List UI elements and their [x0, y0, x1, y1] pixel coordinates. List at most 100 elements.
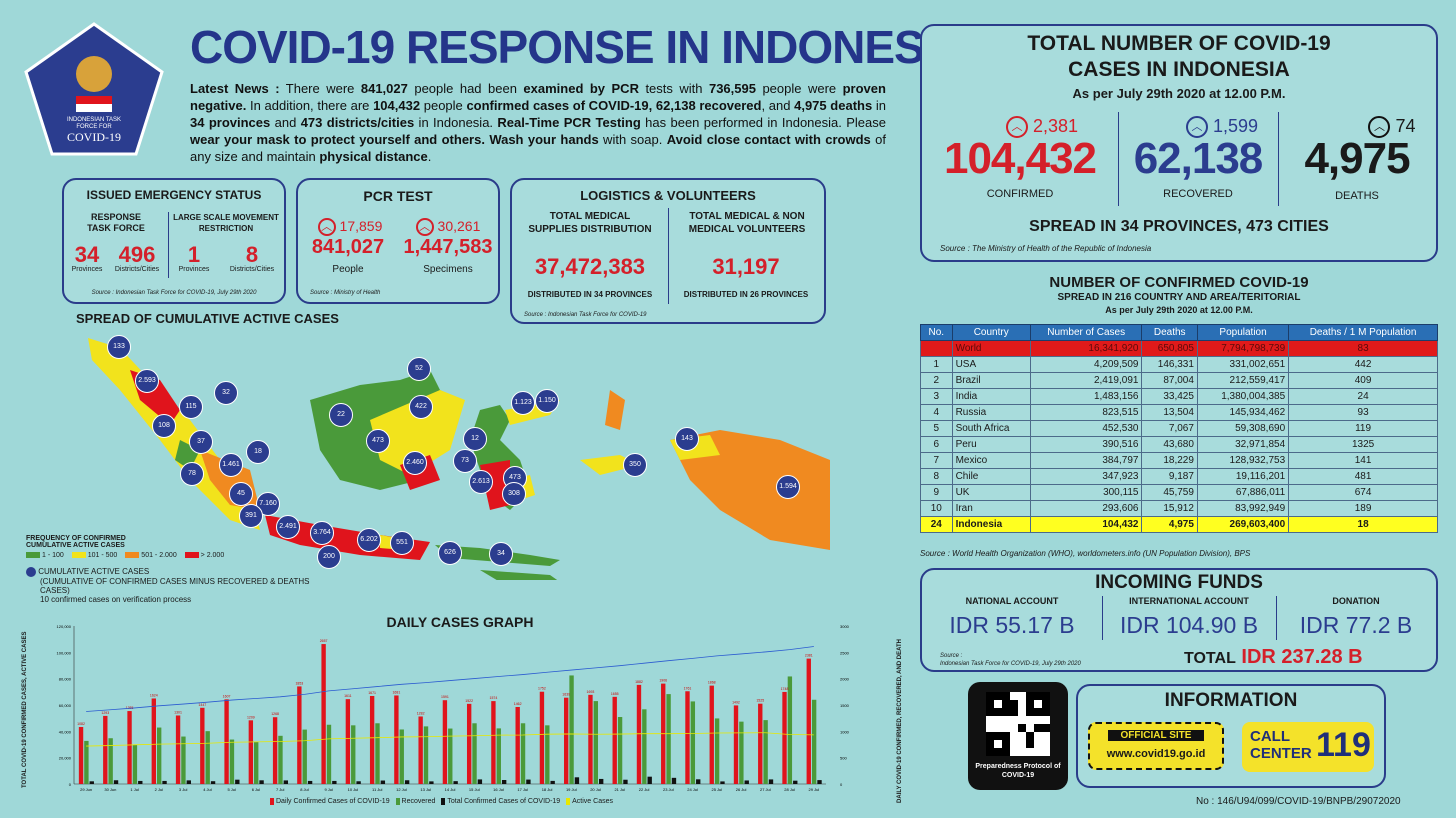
confirmed-data-label: 1655 [611, 692, 619, 696]
x-tick-label: 1 Jul [130, 787, 139, 792]
map-case-dot: 52 [407, 357, 431, 381]
active-cases-line [86, 732, 814, 747]
qr-code-icon [986, 692, 1050, 756]
table-cell: 104,432 [1029, 516, 1143, 533]
confirmed-bar [394, 695, 399, 784]
logo-text-2: FORCE FOR [76, 124, 112, 130]
logistics-source: Source : Indonesian Task Force for COVID… [524, 312, 647, 318]
x-tick-label: 27 Jul [760, 787, 771, 792]
recovered-bar [156, 727, 162, 784]
qr-card[interactable]: Preparedness Protocol of COVID-19 [968, 682, 1068, 790]
confirmed-bar [588, 694, 593, 784]
map-case-dot: 2.593 [135, 369, 159, 393]
death-bar [453, 781, 458, 784]
confirmed-data-label: 1906 [659, 679, 667, 683]
confirmed-data-label: 1611 [344, 694, 352, 698]
x-tick-label: 8 Jul [300, 787, 309, 792]
table-cell: 8 [920, 468, 953, 485]
call-center-button[interactable]: CALL CENTER 119 [1242, 722, 1374, 772]
table-cell: 16,341,920 [1029, 340, 1143, 357]
official-site-button[interactable]: OFFICIAL SITE www.covid19.go.id [1088, 722, 1224, 770]
confirmed-data-label: 1492 [732, 700, 740, 704]
confirmed-data-label: 1639 [562, 693, 570, 697]
y2-tick-label: 500 [840, 756, 847, 761]
table-cell: 13,504 [1141, 404, 1198, 421]
table-cell: 93 [1288, 404, 1438, 421]
confirmed-increase: ︿ 2,381 [982, 116, 1102, 139]
qr-caption: Preparedness Protocol of COVID-19 [975, 763, 1061, 779]
y-tick-label: 80,000 [59, 677, 72, 682]
table-cell: 384,797 [1029, 452, 1143, 469]
recovered-value: 62,138 [1133, 134, 1264, 183]
logo-text-1: INDONESIAN TASK [66, 117, 122, 123]
table-cell: 9,187 [1141, 468, 1198, 485]
x-tick-label: 2 Jul [155, 787, 164, 792]
recovered-bar [617, 717, 623, 784]
map-case-dot: 422 [409, 395, 433, 419]
table-cell: South Africa [951, 420, 1031, 437]
map-case-dot: 45 [229, 482, 253, 506]
task-force-logo: INDONESIAN TASK FORCE FOR COVID-19 [24, 22, 164, 157]
recovered-bar [496, 728, 501, 784]
map-case-dot: 2.460 [403, 451, 427, 475]
recovered-bar [472, 723, 477, 784]
death-bar [599, 778, 604, 784]
recovered-bar [739, 721, 744, 784]
chart-y-label: TOTAL COVID-19 CONFIRMED CASES, ACTIVE C… [22, 631, 28, 788]
table-row: 7 Mexico 384,797 18,229 128,932,753 141 [920, 452, 1438, 469]
y-tick-label: 0 [69, 782, 72, 787]
table-cell: 87,004 [1141, 372, 1198, 389]
y2-tick-label: 3000 [840, 624, 850, 629]
deaths-label: DEATHS [1335, 190, 1379, 202]
table-cell: 24 [1288, 388, 1438, 405]
funds-total: TOTAL IDR 237.28 B [1184, 646, 1363, 668]
table-cell: 347,923 [1029, 468, 1143, 485]
death-bar [817, 780, 822, 784]
recovered-bar [375, 723, 380, 784]
death-bar [138, 780, 143, 784]
pcr-source: Source : Ministry of Health [310, 290, 381, 296]
confirmed-data-label: 1693 [587, 690, 595, 694]
table-cell: 674 [1288, 484, 1438, 501]
table-cell: 33,425 [1141, 388, 1198, 405]
x-tick-label: 4 Jul [203, 787, 212, 792]
table-cell: 83 [1288, 340, 1438, 357]
x-tick-label: 18 Jul [542, 787, 553, 792]
death-bar [671, 777, 677, 784]
table-cell: 2,419,091 [1029, 372, 1143, 389]
death-bar [259, 780, 264, 784]
death-bar [429, 781, 434, 784]
death-bar [647, 776, 652, 784]
confirmed-bar [709, 685, 714, 784]
table-row: 2 Brazil 2,419,091 87,004 212,559,417 409 [920, 372, 1438, 389]
logo-pentagon-icon [24, 22, 164, 156]
official-site-url[interactable]: www.covid19.go.id [1106, 748, 1206, 760]
table-cell: 32,971,854 [1196, 436, 1290, 453]
table-cell: Russia [951, 404, 1031, 421]
table-cell: 9 [920, 484, 953, 501]
legend-dot-icon [26, 567, 36, 577]
recovered-bar [666, 694, 671, 784]
confirmed-data-label: 1462 [514, 702, 522, 706]
table-row: World 16,341,920 650,805 7,794,798,739 83 [920, 340, 1438, 357]
table-cell: 145,934,462 [1196, 404, 1290, 421]
confirmed-data-label: 1268 [271, 712, 279, 716]
table-cell: 10 [920, 500, 953, 517]
x-tick-label: 9 Jul [324, 787, 333, 792]
funds-source: Source : Indonesian Task Force for COVID-… [940, 653, 1081, 667]
y2-tick-label: 1000 [840, 729, 850, 734]
international-account-value: IDR 104.90 B [1119, 612, 1259, 638]
confirmed-bar [612, 696, 617, 784]
confirmed-data-label: 2657 [320, 639, 328, 643]
emergency-value-2: 496 [118, 242, 156, 267]
confirmed-bar [345, 699, 351, 784]
x-tick-label: 15 Jul [469, 787, 480, 792]
legend-title-2: CUMULATIVE ACTIVE CASES [26, 542, 125, 549]
table-cell: 45,759 [1141, 484, 1198, 501]
confirmed-data-label: 1607 [223, 694, 231, 698]
death-bar [768, 779, 774, 784]
death-bar [404, 780, 410, 784]
x-tick-label: 10 Jul [348, 787, 359, 792]
legend-dot-note-2: 10 confirmed cases on verification proce… [40, 595, 192, 604]
table-header: Country [951, 324, 1031, 341]
